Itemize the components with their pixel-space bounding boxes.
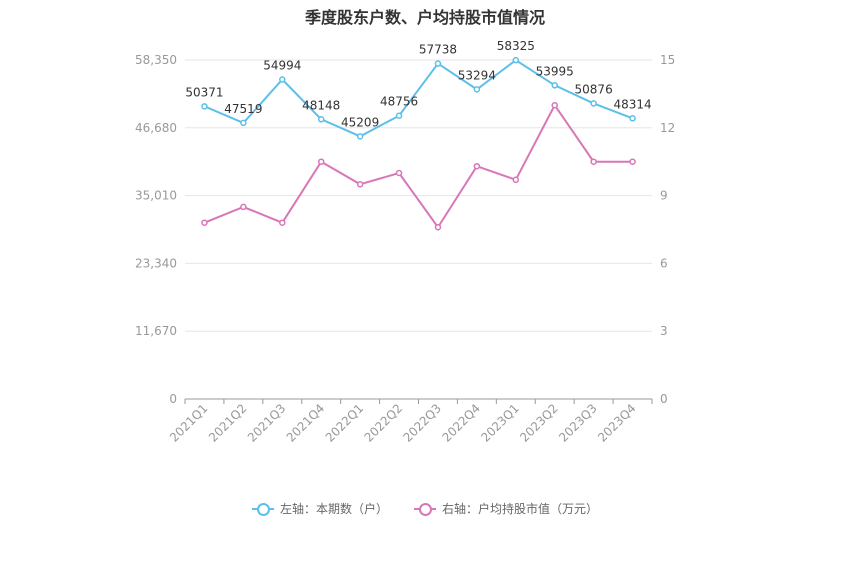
legend-item-right[interactable]: 右轴：户均持股市值（万元）: [414, 500, 598, 517]
data-label: 53995: [536, 64, 574, 78]
data-label: 48148: [302, 98, 340, 112]
data-label: 48756: [380, 95, 418, 109]
x-axis-tick-label: 2022Q4: [439, 401, 483, 445]
x-axis-tick-label: 2023Q1: [478, 401, 522, 445]
chart-legend: 左轴：本期数（户） 右轴：户均持股市值（万元）: [0, 500, 850, 517]
series-line-0: [204, 58, 633, 138]
left-axis-tick-label: 58,350: [135, 53, 177, 67]
x-axis-tick-label: 2021Q2: [206, 401, 250, 445]
data-label: 54994: [263, 58, 301, 72]
data-point: [356, 181, 364, 188]
data-point: [473, 162, 481, 170]
data-label: 48314: [613, 97, 651, 111]
legend-label-left: 左轴：本期数（户）: [279, 502, 388, 516]
data-point: [512, 56, 520, 64]
legend-label-right: 右轴：户均持股市值（万元）: [442, 502, 599, 516]
x-axis-tick-label: 2023Q4: [595, 401, 639, 445]
data-point: [434, 60, 442, 67]
right-axis-tick-label: 6: [660, 256, 668, 270]
data-label: 58325: [497, 39, 535, 53]
left-axis-tick-label: 23,340: [135, 256, 177, 270]
data-point: [629, 115, 636, 122]
chart-title: 季度股东户数、户均持股市值情况: [304, 8, 545, 27]
right-axis-tick-label: 15: [660, 53, 675, 67]
legend-swatch-right-icon: [414, 502, 436, 516]
left-axis-tick-label: 11,670: [135, 324, 177, 338]
data-point: [395, 112, 403, 119]
data-point: [551, 101, 558, 109]
data-point: [317, 116, 325, 123]
data-point: [551, 82, 558, 89]
data-point: [629, 158, 636, 165]
data-point: [434, 223, 442, 231]
x-axis-tick-label: 2023Q3: [556, 401, 600, 445]
right-axis-tick-label: 12: [660, 121, 675, 135]
x-axis-tick-label: 2022Q2: [362, 401, 406, 445]
data-point: [201, 103, 208, 110]
data-point: [590, 158, 597, 165]
data-label: 53294: [458, 68, 496, 82]
data-point: [240, 203, 247, 211]
left-axis-tick-label: 0: [169, 392, 177, 406]
data-point: [590, 100, 597, 107]
data-point: [356, 133, 364, 140]
data-label: 57738: [419, 43, 457, 57]
x-axis-tick-label: 2023Q2: [517, 401, 561, 445]
data-point: [317, 158, 325, 165]
legend-swatch-left-icon: [251, 502, 274, 516]
data-point: [240, 119, 247, 127]
x-axis-tick-label: 2021Q4: [284, 401, 328, 445]
x-axis-tick-label: 2022Q1: [323, 401, 367, 445]
right-axis-tick-label: 3: [660, 324, 668, 338]
data-point: [473, 86, 481, 93]
data-label: 47519: [224, 102, 262, 116]
data-point: [201, 219, 208, 226]
right-axis-tick-label: 9: [660, 189, 668, 203]
data-label: 45209: [341, 115, 379, 129]
data-point: [279, 76, 286, 83]
data-point: [512, 176, 520, 184]
data-point: [279, 219, 286, 226]
x-axis-tick-label: 2022Q3: [401, 401, 445, 445]
left-axis-tick-label: 35,010: [135, 189, 177, 203]
right-axis-tick-label: 0: [660, 392, 668, 406]
series-line-1: [204, 103, 633, 230]
x-axis-tick-label: 2021Q1: [167, 401, 211, 445]
legend-item-left[interactable]: 左轴：本期数（户）: [251, 500, 388, 517]
x-axis-tick-label: 2021Q3: [245, 401, 289, 445]
left-axis-tick-label: 46,680: [135, 121, 177, 135]
data-label: 50876: [575, 82, 613, 96]
data-point: [395, 169, 403, 177]
data-label: 50371: [185, 85, 223, 99]
